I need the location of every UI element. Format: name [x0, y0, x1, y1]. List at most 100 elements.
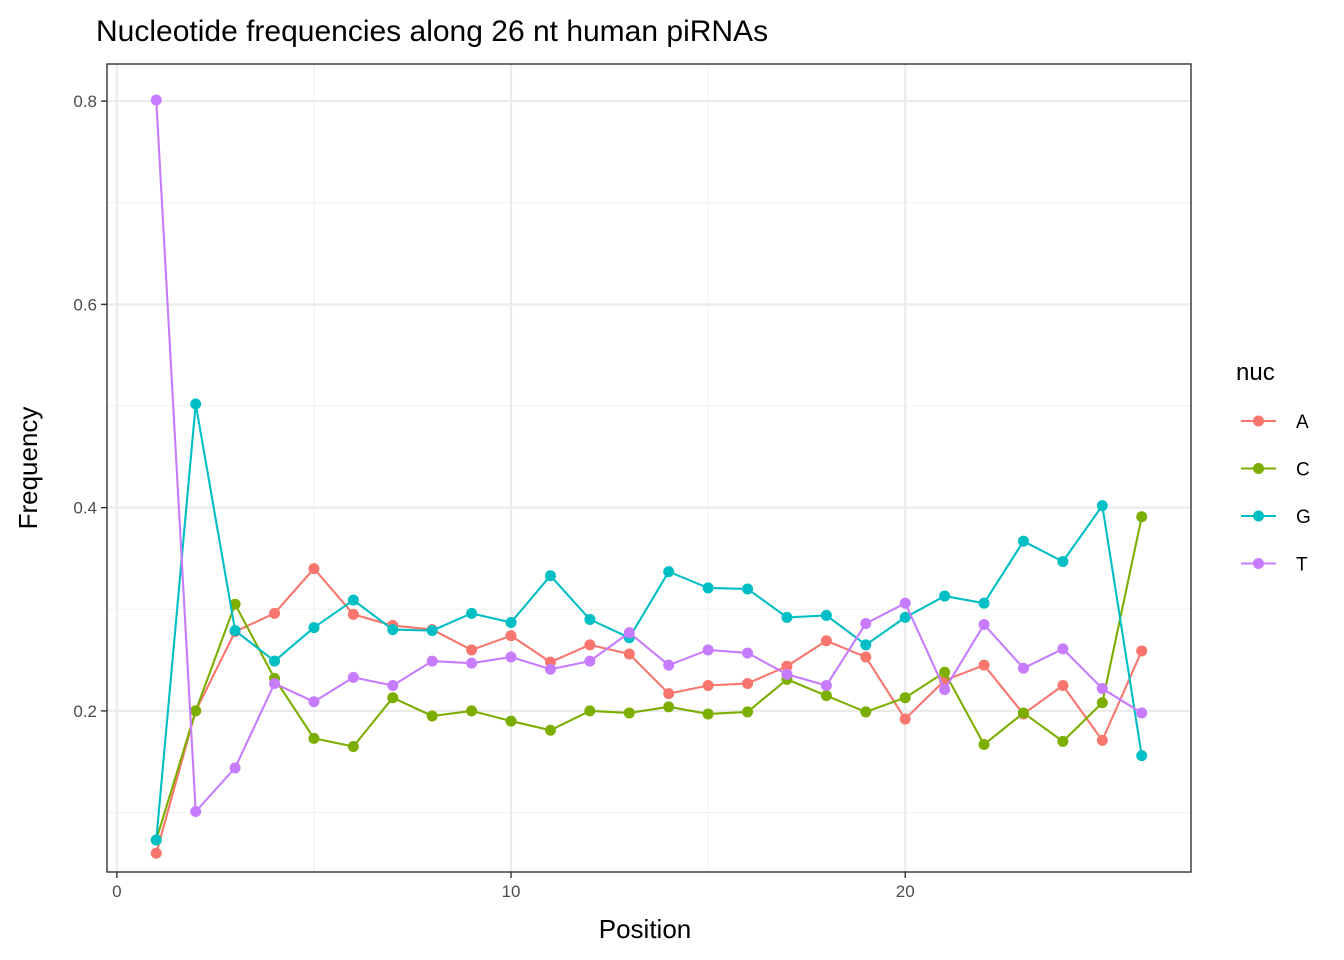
chart-title: Nucleotide frequencies along 26 nt human… [96, 15, 768, 48]
data-point-G [308, 622, 320, 634]
data-point-G [1136, 750, 1148, 762]
data-point-C [939, 666, 951, 678]
data-point-C [860, 706, 872, 718]
data-point-T [308, 696, 320, 708]
minor-gridlines [107, 64, 1191, 872]
legend-item-C: C [1241, 460, 1310, 481]
data-point-A [466, 644, 478, 656]
legend-key-point [1253, 463, 1264, 474]
data-point-G [939, 590, 951, 602]
data-point-T [978, 619, 990, 631]
data-point-C [820, 690, 832, 702]
legend-key-point [1253, 415, 1264, 427]
data-point-T [426, 655, 438, 667]
data-point-C [190, 705, 202, 717]
data-point-T [269, 677, 281, 689]
legend: nuc A C G T [1236, 359, 1311, 576]
data-point-C [1017, 707, 1029, 719]
data-point-A [347, 608, 359, 620]
x-tick-label: 10 [502, 882, 521, 901]
data-point-A [150, 847, 162, 859]
data-point-G [150, 834, 162, 846]
data-point-C [584, 705, 596, 717]
series-line-T [155, 100, 1143, 813]
data-point-A [663, 688, 675, 700]
data-point-G [229, 625, 241, 637]
legend-title: nuc [1236, 359, 1275, 386]
legend-label: G [1296, 507, 1311, 528]
data-point-A [1136, 645, 1148, 657]
data-point-T [1136, 707, 1148, 719]
data-point-A [1057, 679, 1069, 691]
major-gridlines [107, 64, 1191, 872]
data-point-A [584, 639, 596, 651]
data-point-A [860, 651, 872, 663]
data-point-C [347, 740, 359, 752]
data-point-C [899, 692, 911, 704]
data-point-T [781, 668, 793, 680]
plot-panel [106, 63, 1192, 873]
data-point-A [623, 648, 635, 660]
data-point-C [229, 598, 241, 610]
data-point-T [860, 618, 872, 630]
x-axis: 0 10 20 [112, 872, 915, 901]
data-point-T [663, 659, 675, 671]
series-T [150, 94, 1148, 818]
panel-border [106, 63, 1192, 873]
legend-item-A: A [1241, 412, 1309, 433]
data-series [150, 94, 1148, 859]
data-point-T [702, 644, 714, 656]
data-point-T [742, 647, 754, 659]
data-point-G [1017, 535, 1029, 547]
data-point-C [1136, 511, 1148, 523]
data-point-A [308, 563, 320, 575]
series-C [150, 511, 1148, 846]
series-line-G [155, 402, 1143, 841]
series-A [150, 563, 1148, 859]
legend-key-point [1253, 558, 1264, 569]
data-point-T [584, 655, 596, 667]
data-point-C [742, 706, 754, 718]
data-point-A [899, 713, 911, 725]
data-point-T [1017, 662, 1029, 674]
data-point-A [742, 677, 754, 689]
legend-label: C [1296, 460, 1310, 481]
y-tick-label: 0.8 [73, 92, 97, 111]
y-axis: 0.2 0.4 0.6 0.8 [73, 92, 107, 721]
data-point-G [1057, 556, 1069, 568]
data-point-G [544, 570, 556, 582]
data-point-C [1057, 735, 1069, 747]
data-point-G [1096, 500, 1108, 512]
data-point-G [860, 639, 872, 651]
data-point-G [584, 613, 596, 625]
data-point-G [426, 625, 438, 637]
legend-key-point [1253, 510, 1264, 522]
data-point-G [742, 583, 754, 595]
data-point-C [978, 738, 990, 750]
data-point-C [544, 724, 556, 736]
data-point-A [978, 659, 990, 671]
data-point-C [1096, 697, 1108, 709]
data-point-T [190, 806, 202, 818]
legend-item-G: G [1241, 507, 1311, 528]
data-point-T [899, 597, 911, 609]
data-point-T [505, 651, 517, 663]
data-point-T [466, 657, 478, 669]
data-point-C [466, 705, 478, 717]
data-point-T [387, 679, 399, 691]
data-point-A [269, 607, 281, 619]
data-point-G [387, 624, 399, 636]
data-point-C [663, 701, 675, 713]
data-point-G [820, 609, 832, 621]
data-point-C [702, 708, 714, 720]
data-point-A [505, 630, 517, 642]
data-point-T [544, 663, 556, 675]
data-point-T [150, 94, 162, 106]
data-point-A [702, 679, 714, 691]
y-tick-label: 0.6 [73, 295, 97, 314]
data-point-A [820, 635, 832, 647]
data-point-G [505, 616, 517, 628]
data-point-A [781, 660, 793, 672]
data-point-C [387, 692, 399, 704]
